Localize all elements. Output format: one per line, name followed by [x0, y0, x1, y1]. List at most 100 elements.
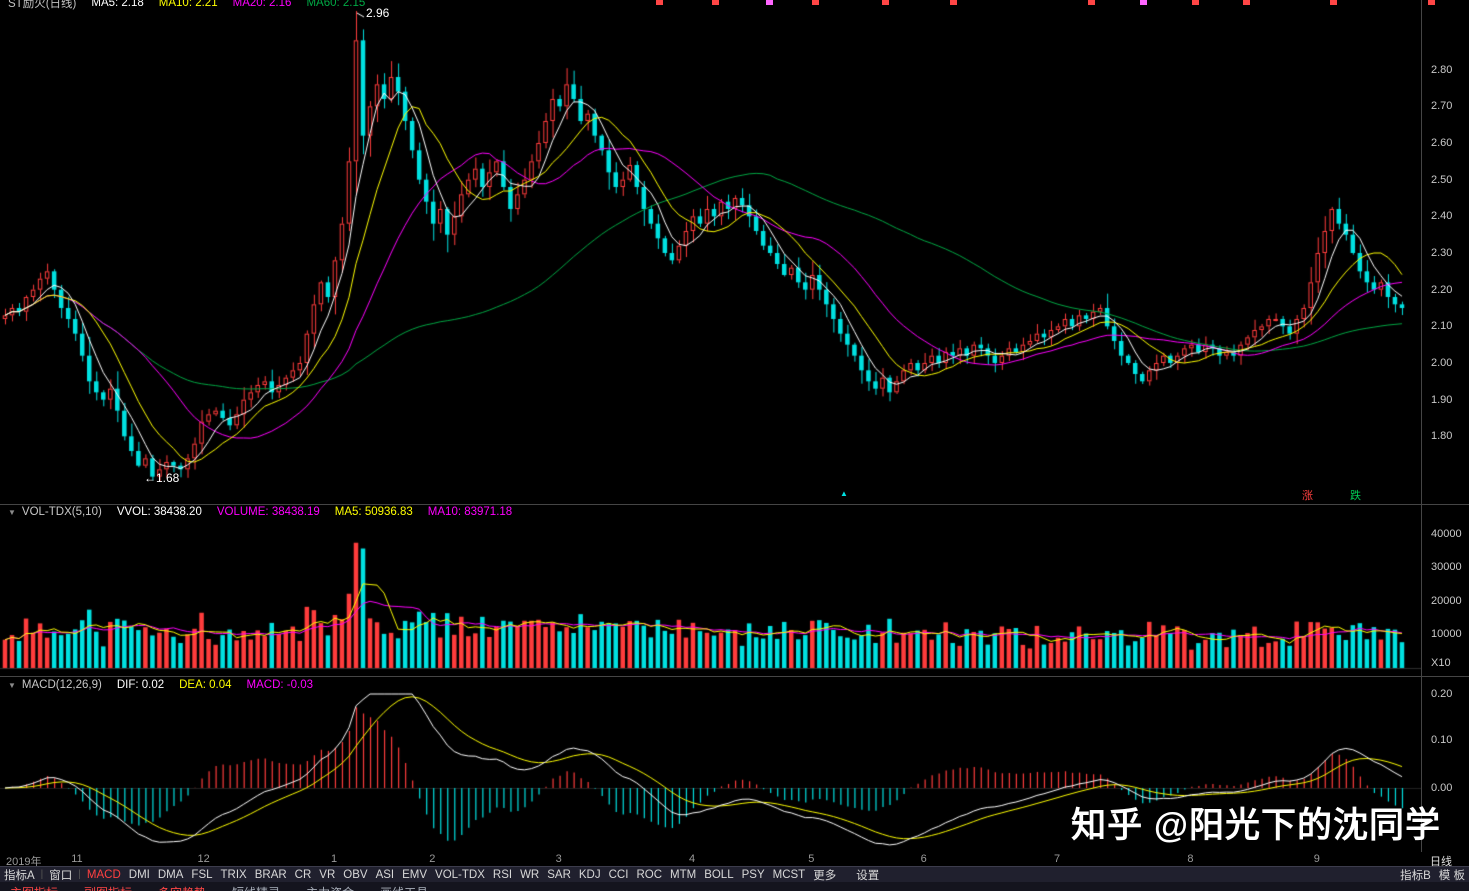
- macd-pane-header: ▼ MACD(12,26,9) DIF: 0.02 DEA: 0.04 MACD…: [8, 678, 313, 692]
- toolbar-item[interactable]: PSY: [741, 868, 765, 881]
- fall-button[interactable]: 跌: [1350, 490, 1361, 502]
- event-marker-icon: [1088, 0, 1095, 5]
- volume-ma5-value: MA5: 50936.83: [334, 506, 413, 518]
- volume-indicator-name[interactable]: VOL-TDX(5,10): [21, 506, 102, 518]
- toolbar-item[interactable]: KDJ: [578, 868, 601, 881]
- toolbar-item[interactable]: BRAR: [254, 868, 287, 881]
- event-marker-icon: [950, 0, 957, 5]
- event-marker-icon: [882, 0, 889, 5]
- toolbar-item[interactable]: CCI: [608, 868, 629, 881]
- bottom-partial-row: 主图指标 副图指标 多空趋势 短线精灵 主力资金 画线工具: [0, 882, 1469, 891]
- axis-label: 10000: [1431, 628, 1462, 641]
- high-price-annotation: 2.96: [366, 6, 390, 20]
- toolbar-item[interactable]: MCST: [772, 868, 806, 881]
- toolbar-item[interactable]: 指标A: [4, 869, 35, 882]
- axis-label: 2.30: [1431, 247, 1453, 259]
- toolbar-item[interactable]: 指标B: [1400, 869, 1431, 882]
- ma60-value-label: MA60: 2.15: [306, 0, 366, 9]
- timeline-year-label: 2019年: [6, 856, 42, 868]
- timeline-month-label: 4: [688, 853, 696, 865]
- pane-divider: [0, 504, 1469, 505]
- toolbar-item[interactable]: EMV: [402, 868, 428, 881]
- bottom-tab[interactable]: 画线工具: [380, 884, 428, 891]
- collapse-icon[interactable]: ▼: [8, 680, 16, 690]
- bottom-tab[interactable]: 短线精灵: [232, 884, 280, 891]
- timeline-month-label: 1: [330, 853, 338, 865]
- toolbar-item[interactable]: DMA: [157, 868, 184, 881]
- toolbar-item[interactable]: ROC: [636, 868, 662, 881]
- volume-ma10-value: MA10: 83971.18: [427, 506, 513, 518]
- ma5-value-label: MA5: 2.18: [91, 0, 144, 9]
- toolbar-item[interactable]: MACD: [86, 868, 121, 881]
- watermark: 知乎 @阳光下的沈同学: [1071, 806, 1441, 845]
- axis-label: 1.80: [1431, 430, 1453, 443]
- price-chart-canvas[interactable]: [0, 0, 1422, 506]
- event-marker-icon: [1330, 0, 1337, 5]
- axis-label: 2.50: [1431, 173, 1453, 186]
- toolbar-item[interactable]: MTM: [670, 868, 697, 881]
- ma20-value-label: MA20: 2.16: [232, 0, 292, 9]
- toolbar-separator: |: [40, 869, 44, 880]
- volume-value: VOLUME: 38438.19: [216, 506, 320, 518]
- toolbar-item[interactable]: TRIX: [220, 868, 247, 881]
- timeline-month-label: 9: [1313, 853, 1320, 865]
- axis-label: 1.90: [1431, 393, 1453, 406]
- timeline-month-label: 12: [197, 853, 210, 865]
- toolbar-item[interactable]: VR: [319, 868, 336, 881]
- macd-indicator-name[interactable]: MACD(12,26,9): [21, 679, 102, 691]
- toolbar-item[interactable]: SAR: [547, 868, 571, 881]
- bottom-tab[interactable]: 副图指标: [84, 884, 132, 891]
- timeline: 2019年 日线 11 12 1 2 3 4 5 6 7 8 9: [0, 852, 1469, 868]
- event-marker-icon: [812, 0, 819, 5]
- pane-divider: [0, 676, 1469, 677]
- axis-label: 2.10: [1431, 320, 1453, 333]
- toolbar-item[interactable]: OBV: [343, 868, 368, 881]
- timeline-month-label: 11: [71, 853, 83, 865]
- toolbar-item[interactable]: DMI: [128, 868, 150, 881]
- collapse-icon[interactable]: ▼: [8, 507, 16, 517]
- low-price-annotation: ←1.68: [144, 471, 180, 485]
- event-marker-icon: [1243, 0, 1250, 5]
- toolbar-item[interactable]: WR: [520, 868, 540, 881]
- axis-label: 2.80: [1431, 63, 1453, 76]
- bottom-tab[interactable]: 多空趋势: [158, 884, 206, 891]
- macd-value: MACD: -0.03: [246, 679, 314, 691]
- axis-label: 20000: [1431, 594, 1462, 607]
- toolbar-item[interactable]: 模 板: [1438, 869, 1465, 882]
- indicator-toolbar: 指标A | 窗口 | MACD DMI DMA FSL TRIX BRAR CR VR OBV ASI EM…: [0, 866, 1469, 882]
- toolbar-item[interactable]: FSL: [191, 868, 213, 881]
- price-axis: 2.80 2.70 2.60 2.50 2.40 2.30 2.20 2.10 2.00 1.90…: [1422, 0, 1469, 852]
- toolbar-item[interactable]: ASI: [375, 868, 395, 881]
- toolbar-item[interactable]: 更多: [813, 869, 837, 882]
- timeline-month-label: 2: [429, 853, 436, 865]
- event-marker-icon: [1192, 0, 1199, 5]
- timeline-month-label: 5: [808, 853, 815, 865]
- axis-label: 2.00: [1431, 357, 1453, 369]
- volume-chart-canvas[interactable]: [0, 520, 1422, 670]
- axis-label: 40000: [1431, 527, 1462, 540]
- price-pane-header: ST励火(日线) MA5: 2.18 MA10: 2.21 MA20: 2.16…: [8, 0, 365, 10]
- volume-pane-header: ▼ VOL-TDX(5,10) VVOL: 38438.20 VOLUME: 3…: [8, 505, 512, 519]
- toolbar-item[interactable]: 设置: [856, 869, 880, 882]
- bottom-tab[interactable]: 主图指标: [10, 884, 58, 891]
- toolbar-item[interactable]: CR: [294, 868, 312, 881]
- toolbar-item[interactable]: VOL-TDX: [435, 868, 485, 881]
- toolbar-item[interactable]: RSI: [492, 868, 513, 881]
- timeline-month-label: 8: [1187, 853, 1194, 865]
- axis-label: 2.70: [1431, 100, 1453, 113]
- axis-label: 0.20: [1431, 688, 1453, 700]
- period-selector[interactable]: 日线: [1430, 856, 1452, 868]
- event-marker-icon: [656, 0, 663, 5]
- bottom-tab[interactable]: 主力资金: [306, 884, 354, 891]
- rise-button[interactable]: 涨: [1302, 490, 1313, 502]
- timeline-month-label: 3: [555, 853, 562, 865]
- axis-label: 30000: [1431, 561, 1462, 574]
- timeline-month-label: 6: [920, 853, 927, 865]
- axis-label: X10: [1431, 657, 1451, 669]
- toolbar-item[interactable]: 窗口: [49, 869, 73, 882]
- toolbar-item[interactable]: BOLL: [704, 868, 734, 881]
- macd-chart-canvas[interactable]: [0, 692, 1422, 852]
- axis-label: 0.00: [1431, 782, 1453, 794]
- timeline-month-label: 7: [1054, 853, 1061, 865]
